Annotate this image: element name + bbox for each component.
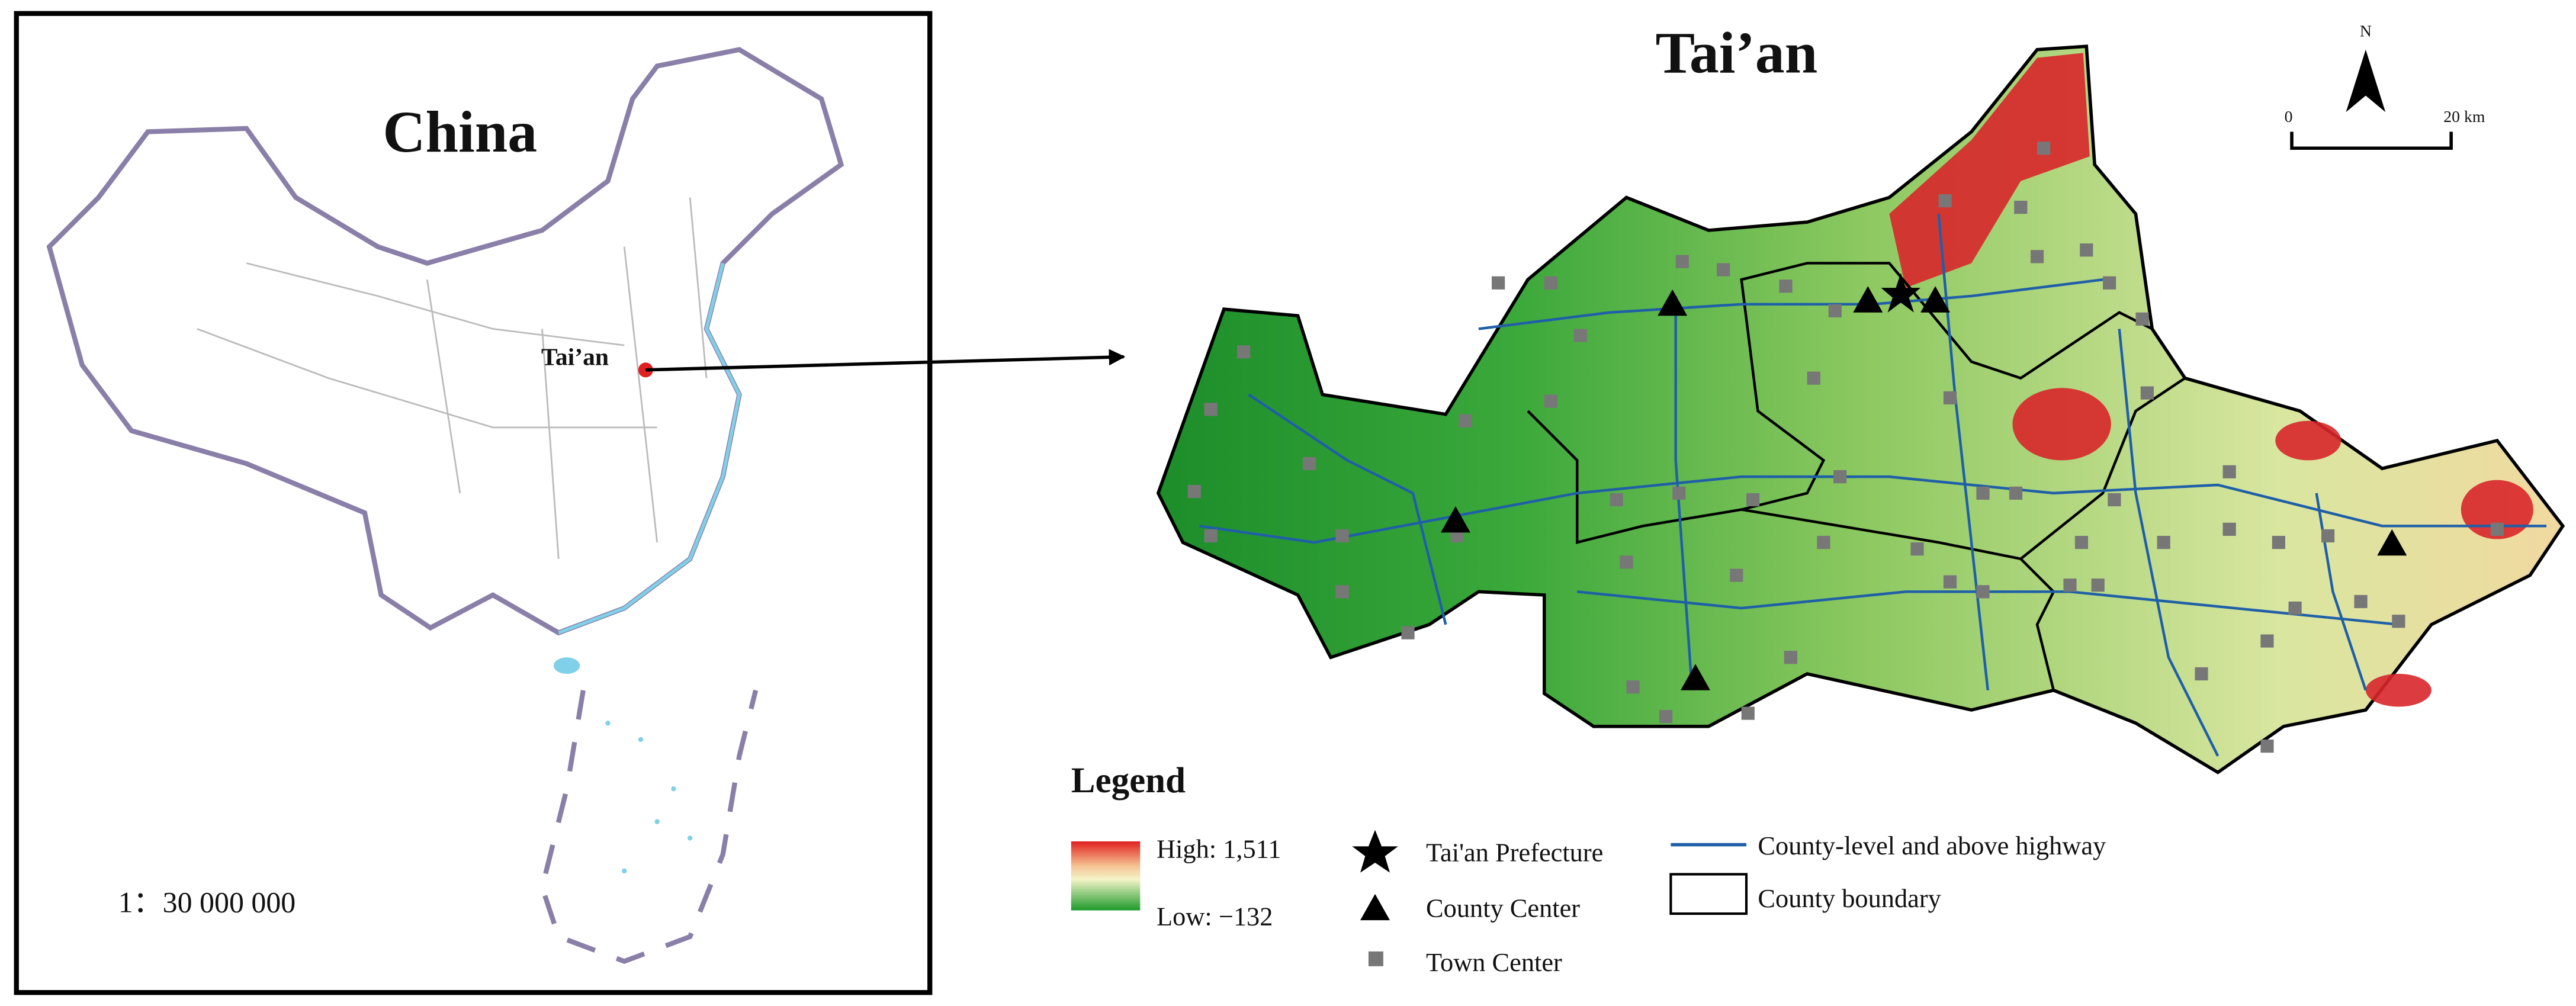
coastline xyxy=(558,262,741,635)
province-lines xyxy=(197,197,708,559)
north-label: N xyxy=(2360,23,2372,41)
islands xyxy=(553,657,693,874)
taian-region xyxy=(1156,44,2565,774)
legend-boundary xyxy=(1669,873,1748,915)
town-centers xyxy=(1187,142,2504,753)
north-arrow xyxy=(2346,49,2386,113)
legend-county-center: County Center xyxy=(1426,893,1580,923)
legend-highway-label: County-level and above highway xyxy=(1758,831,2106,860)
taian-dot xyxy=(638,362,653,378)
scale-start: 0 xyxy=(2285,108,2293,126)
legend-boundary-label: County boundary xyxy=(1758,883,1941,913)
legend-high: High: 1,511 xyxy=(1157,834,1281,864)
prefecture-star xyxy=(1881,273,1921,313)
legend-prefecture: Tai'an Prefecture xyxy=(1426,837,1603,867)
city-label: Tai’an xyxy=(541,343,609,371)
scale-end: 20 km xyxy=(2443,108,2485,126)
highways xyxy=(1199,214,2547,757)
elevation-ramp xyxy=(1071,841,1141,911)
legend-low: Low: −132 xyxy=(1157,901,1273,931)
china-scale: 1：30 000 000 xyxy=(118,886,296,918)
locator-arrow xyxy=(645,349,1126,372)
legend-town-center: Town Center xyxy=(1426,947,1562,977)
legend-square xyxy=(1368,951,1383,966)
china-outline xyxy=(46,47,844,636)
china-title: China xyxy=(383,99,537,165)
county-boundaries xyxy=(1527,262,2186,691)
legend-star xyxy=(1352,830,1398,873)
legend-triangle xyxy=(1360,893,1390,921)
scale-bar xyxy=(2290,131,2453,150)
taian-title: Tai’an xyxy=(1655,20,1817,86)
legend-title: Legend xyxy=(1071,761,1186,801)
nine-dash-line xyxy=(539,689,759,964)
county-centers xyxy=(1441,286,2407,690)
